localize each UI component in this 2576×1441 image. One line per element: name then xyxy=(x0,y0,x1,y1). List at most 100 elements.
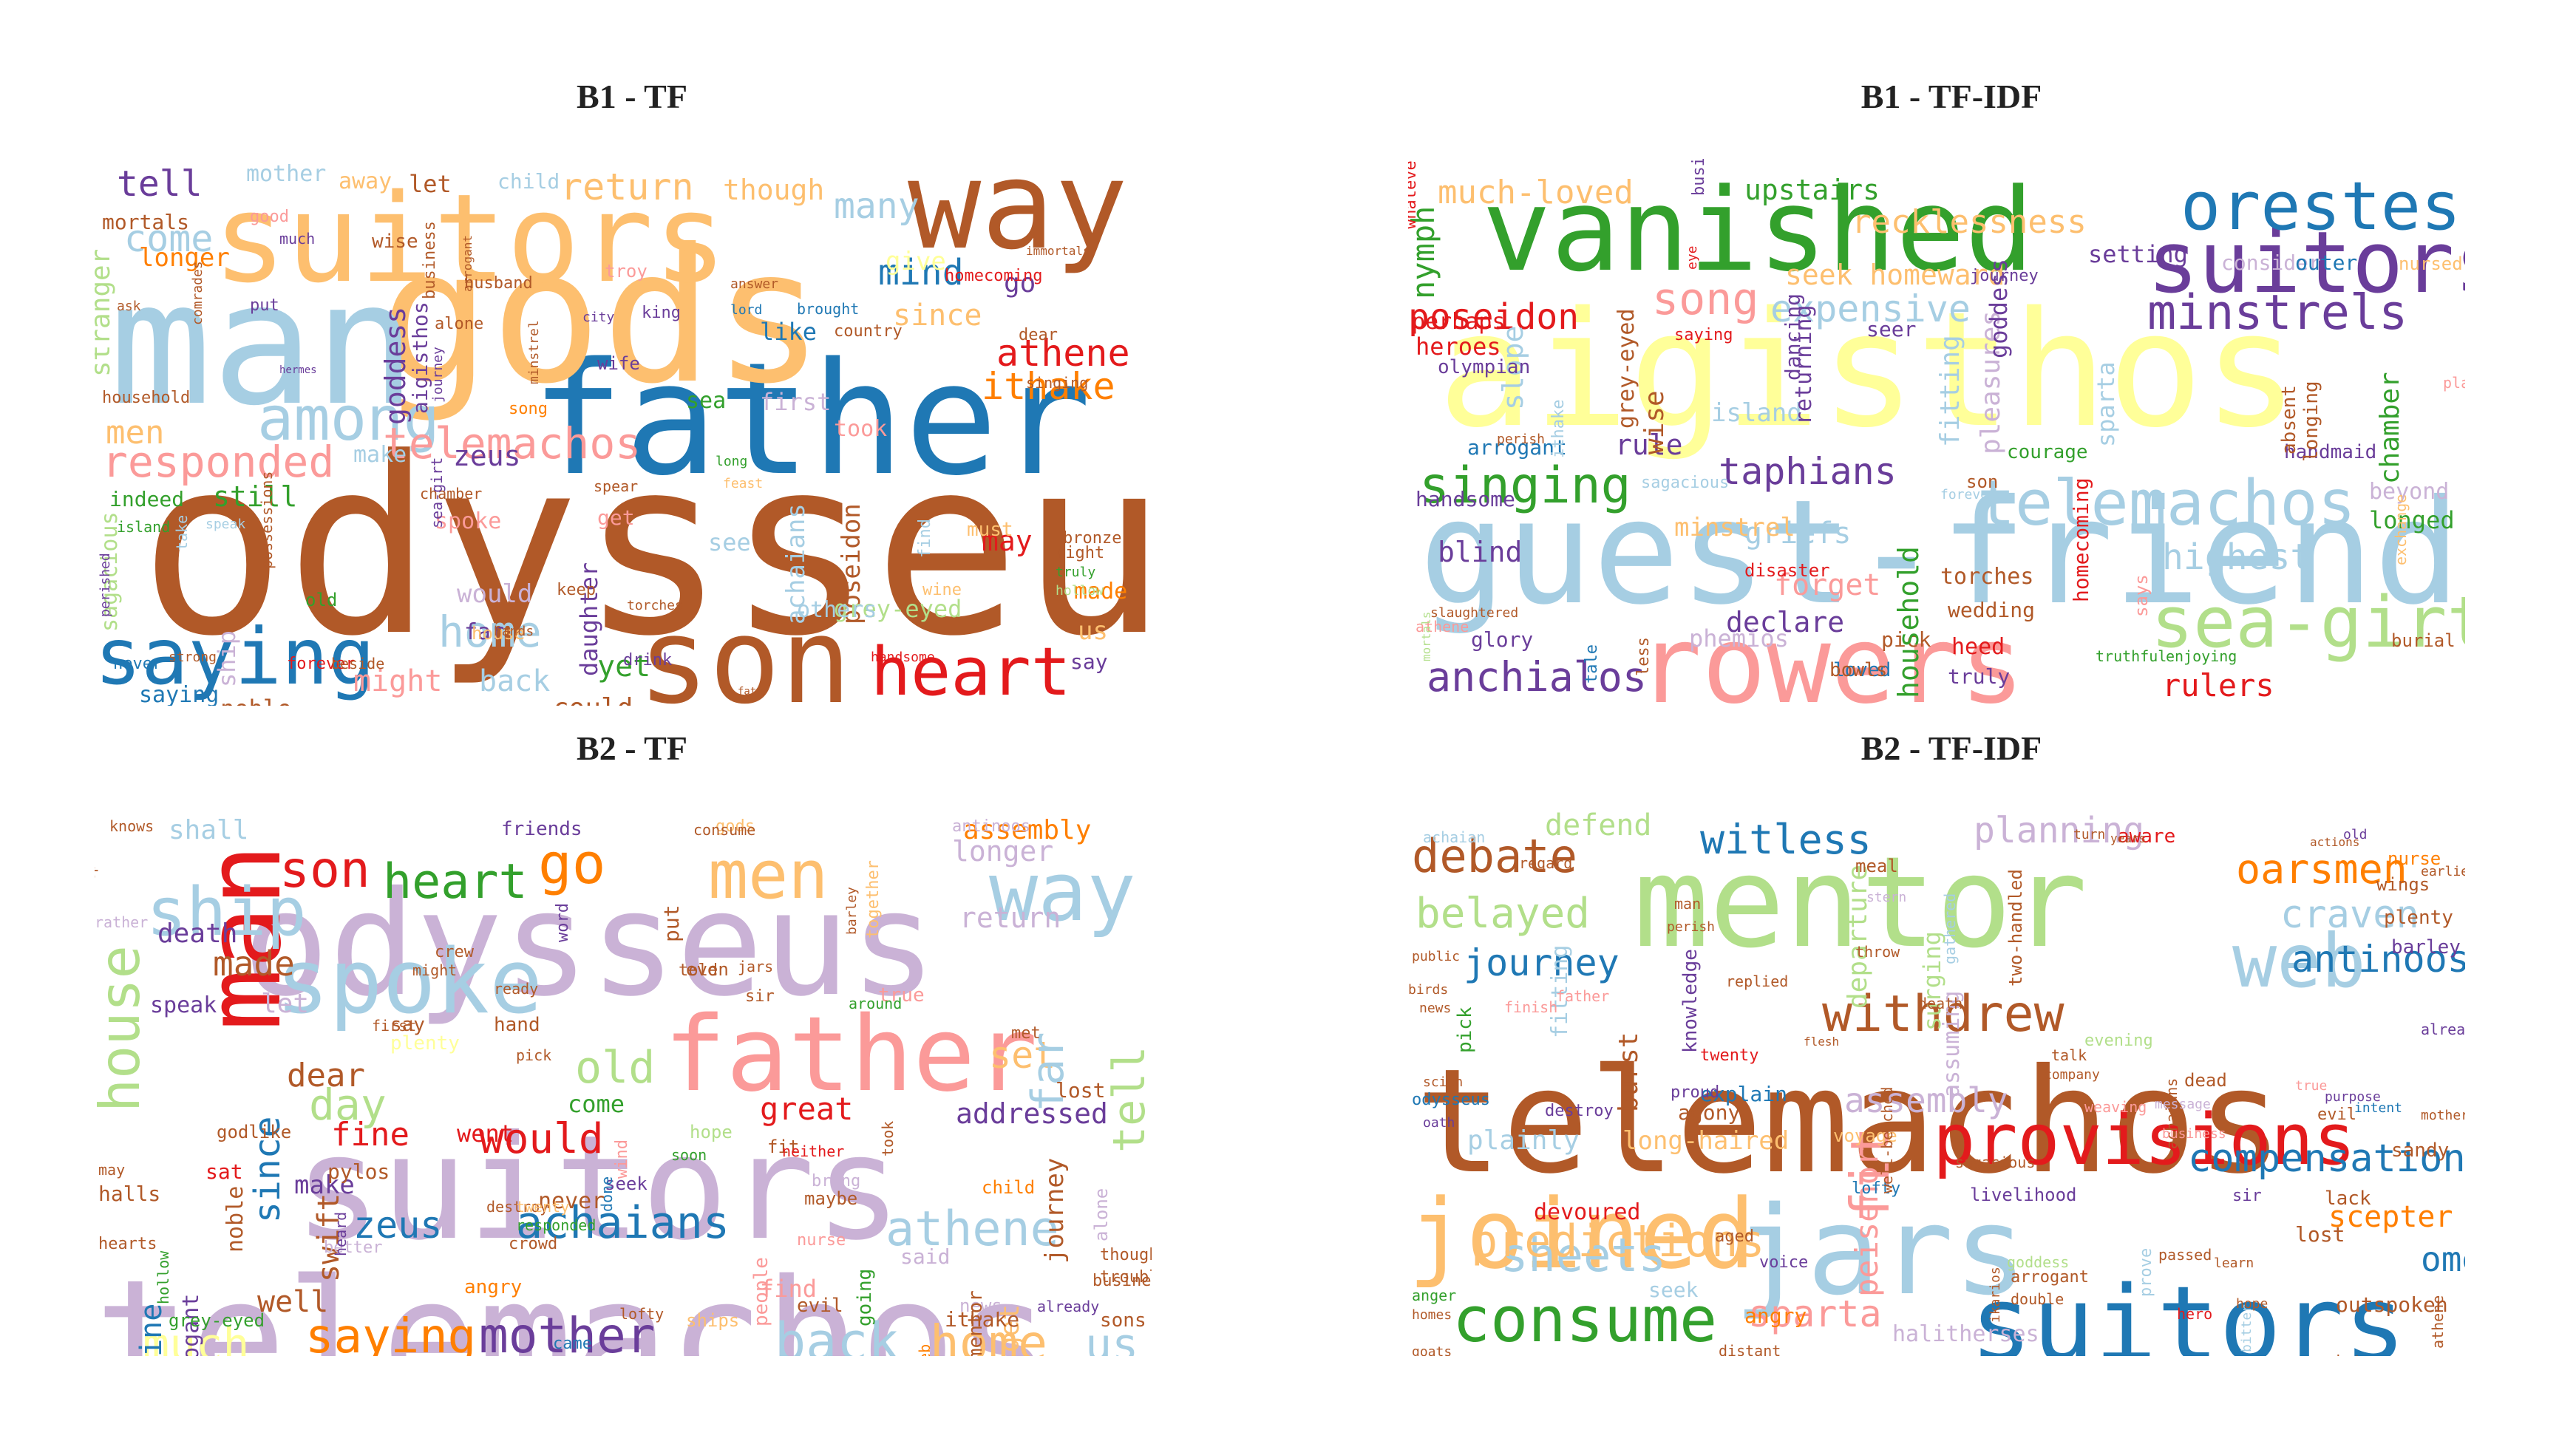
cloud-word: spoke xyxy=(276,931,543,1034)
cloud-word: well-benched xyxy=(1878,1087,1896,1194)
cloud-word: point xyxy=(2314,1353,2362,1356)
cloud-word: sea-girt xyxy=(428,457,446,528)
cloud-word: assuming xyxy=(1939,991,1965,1098)
cloud-word: lack xyxy=(2325,1188,2371,1210)
cloud-word: less xyxy=(1634,637,1653,676)
cloud-word: others xyxy=(797,597,877,623)
cloud-word: us xyxy=(1078,616,1108,646)
cloud-word: make xyxy=(353,442,407,468)
cloud-word: let xyxy=(261,989,309,1019)
cloud-word: burial xyxy=(2391,630,2456,651)
cloud-word: away xyxy=(339,168,392,194)
cloud-word: ready xyxy=(494,980,538,998)
cloud-word: going xyxy=(854,1269,876,1326)
cloud-word: home xyxy=(930,1315,1047,1356)
cloud-word: set xyxy=(989,1034,1056,1077)
cloud-word: brought xyxy=(797,300,859,318)
cloud-word: bronze xyxy=(1063,529,1121,548)
cloud-word: consume xyxy=(1452,1284,1717,1356)
cloud-word: minstrels xyxy=(2147,285,2407,341)
wordcloud-canvas: odysseusfathergodsmansuitors way son saying… xyxy=(95,159,1152,706)
cloud-word: message xyxy=(2155,1097,2211,1112)
cloud-word: long xyxy=(716,454,747,469)
cloud-word: slaughtered xyxy=(1430,605,1518,621)
cloud-word: even xyxy=(686,959,729,980)
cloud-word: two-handled xyxy=(2005,869,2026,987)
cloud-word: pleasures xyxy=(1976,310,2006,454)
cloud-word: halls xyxy=(98,1182,160,1206)
cloud-word: country xyxy=(834,322,903,341)
cloud-word: old xyxy=(305,590,337,610)
cloud-word: purpose xyxy=(2325,1089,2381,1105)
cloud-word: go xyxy=(538,831,606,896)
cloud-word: death xyxy=(157,919,237,949)
cloud-word: hermes xyxy=(279,364,317,376)
cloud-word: far xyxy=(464,619,504,645)
cloud-word: sparta xyxy=(2092,361,2120,447)
cloud-word: learn xyxy=(2214,1256,2254,1271)
cloud-word: heed xyxy=(1951,634,2005,660)
cloud-word: seek xyxy=(605,1173,648,1194)
cloud-word: ithake xyxy=(1549,400,1568,458)
cloud-word: said xyxy=(900,1244,950,1269)
cloud-word: courage xyxy=(2007,441,2088,463)
cloud-word: perhaps xyxy=(1412,309,1505,335)
cloud-word: forget xyxy=(1774,568,1881,602)
cloud-word: departure xyxy=(1843,865,1873,1009)
cloud-word: destroy xyxy=(1545,1102,1614,1120)
cloud-word: nymph xyxy=(1408,206,1441,299)
cloud-word: lost xyxy=(2295,1222,2345,1247)
cloud-word: noble xyxy=(222,1186,248,1253)
cloud-word: olympian xyxy=(1438,356,1530,378)
cloud-word: sparta xyxy=(1748,1292,1882,1335)
cloud-word: men xyxy=(106,414,164,452)
cloud-word: poseidon xyxy=(1408,296,1579,338)
cloud-word: bitter xyxy=(2239,1304,2254,1352)
cloud-word: news xyxy=(959,1295,1002,1316)
cloud-word: double xyxy=(2011,1290,2064,1308)
cloud-word: proud xyxy=(1671,1083,1719,1102)
cloud-word: business xyxy=(1690,159,1708,196)
cloud-word: goddess xyxy=(1985,259,2013,358)
cloud-word: knows xyxy=(109,817,154,835)
cloud-word: stern xyxy=(1866,890,1906,905)
cloud-word: wind xyxy=(613,1139,631,1179)
cloud-word: gathered xyxy=(1941,893,1959,964)
cloud-word: minstrel xyxy=(1674,513,1795,542)
cloud-word: business xyxy=(2162,1126,2226,1142)
cloud-word: great xyxy=(760,1091,853,1127)
cloud-word: find xyxy=(916,519,934,558)
cloud-word: years xyxy=(2110,831,2146,845)
cloud-word: day xyxy=(309,1080,387,1130)
cloud-word: neither xyxy=(782,1142,844,1160)
cloud-word: saying xyxy=(139,682,219,706)
cloud-word: grey-eyed xyxy=(169,1310,265,1331)
cloud-word: father xyxy=(531,329,1092,510)
cloud-word: man xyxy=(109,246,416,443)
cloud-word: barley xyxy=(2391,936,2461,958)
cloud-word: let xyxy=(409,170,452,198)
cloud-word: halitherses xyxy=(1892,1321,2039,1347)
cloud-word: finish xyxy=(1504,998,1557,1016)
cloud-word: sir xyxy=(2232,1187,2262,1205)
cloud-word: handsome xyxy=(1416,487,1515,511)
cloud-word: knowledge xyxy=(1679,949,1702,1053)
cloud-word: aigisthos xyxy=(1438,277,2299,463)
cloud-word: must xyxy=(967,519,1013,541)
cloud-word: much xyxy=(143,1319,250,1356)
cloud-word: rather xyxy=(95,913,148,931)
cloud-word: mortals xyxy=(102,210,189,234)
cloud-word: wine xyxy=(135,1304,169,1356)
cloud-word: pylos xyxy=(327,1159,390,1184)
cloud-word: city xyxy=(582,310,615,325)
cloud-word: since xyxy=(893,299,982,333)
cloud-word: omens xyxy=(2421,1239,2465,1279)
cloud-word: loved xyxy=(1833,659,1891,681)
cloud-word: rulers xyxy=(2162,667,2274,704)
cloud-word: answer xyxy=(730,276,778,292)
cloud-word: troy xyxy=(605,261,648,282)
cloud-word: spear xyxy=(594,477,638,495)
cloud-word: actions xyxy=(2310,835,2359,849)
cloud-word: debate xyxy=(1412,829,1577,883)
cloud-word: destroy xyxy=(486,1198,548,1216)
